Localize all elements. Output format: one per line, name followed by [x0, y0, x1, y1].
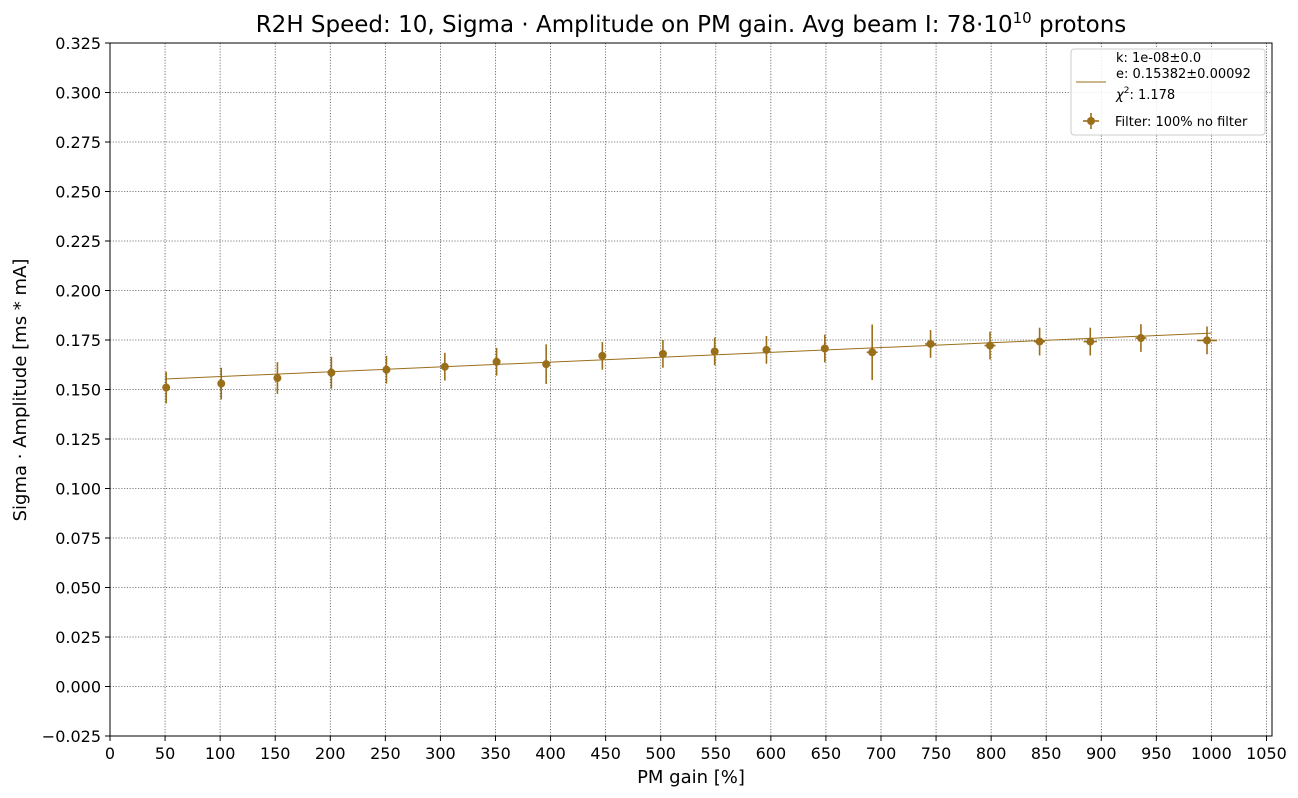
data-marker — [273, 374, 282, 383]
y-tick-label: 0.100 — [55, 480, 101, 499]
data-marker — [868, 348, 877, 357]
x-axis-title: PM gain [%] — [637, 767, 745, 788]
x-tick-label: 500 — [645, 744, 676, 763]
data-point — [598, 341, 607, 370]
y-tick-label: 0.000 — [55, 678, 101, 697]
x-axis: 0 50 100 150 200 250 300 350 400 450 500 550 600 650 7… — [105, 736, 1287, 763]
x-tick-label: 800 — [976, 744, 1007, 763]
data-point — [1135, 324, 1147, 352]
data-point — [762, 336, 771, 364]
x-tick-label: 600 — [756, 744, 787, 763]
y-tick-label: 0.200 — [55, 282, 101, 301]
y-tick-label: 0.175 — [55, 331, 101, 350]
x-tick-label: 200 — [315, 744, 346, 763]
x-tick-label: 0 — [105, 744, 115, 763]
data-point — [162, 371, 171, 404]
data-point — [492, 347, 501, 376]
data-point — [217, 367, 226, 400]
y-axis: −0.025 0.000 0.025 0.050 0.075 0.100 0.125 0.15… — [42, 34, 110, 746]
data-points — [162, 324, 1217, 404]
x-tick-label: 450 — [590, 744, 621, 763]
data-point — [820, 334, 829, 363]
data-point — [273, 362, 282, 394]
legend-data-swatch — [1083, 113, 1099, 129]
y-tick-label: 0.050 — [55, 579, 101, 598]
x-tick-label: 100 — [205, 744, 236, 763]
x-tick-label: 300 — [425, 744, 456, 763]
data-point — [925, 330, 937, 358]
y-tick-label: 0.225 — [55, 232, 101, 251]
data-marker — [1136, 334, 1145, 343]
data-point — [327, 356, 336, 389]
data-point — [1083, 327, 1097, 356]
x-tick-label: 350 — [480, 744, 511, 763]
y-tick-label: 0.075 — [55, 529, 101, 548]
y-axis-title: Sigma · Amplitude [ms * mA] — [10, 259, 31, 522]
data-marker — [658, 349, 667, 358]
x-tick-label: 700 — [866, 744, 897, 763]
data-marker — [926, 339, 935, 348]
data-marker — [1203, 336, 1212, 345]
data-point — [984, 331, 996, 360]
x-tick-label: 1000 — [1191, 744, 1232, 763]
x-tick-label: 550 — [701, 744, 732, 763]
x-tick-label: 650 — [811, 744, 842, 763]
data-marker — [440, 362, 449, 371]
data-marker — [710, 347, 719, 356]
chart-title: R2H Speed: 10, Sigma · Amplitude on PM g… — [256, 9, 1127, 38]
y-tick-label: 0.025 — [55, 628, 101, 647]
x-tick-label: 250 — [370, 744, 401, 763]
data-marker — [1035, 337, 1044, 346]
data-marker — [162, 383, 171, 392]
data-marker — [542, 360, 551, 369]
data-marker — [492, 357, 501, 366]
grid — [109, 42, 1272, 737]
data-point — [542, 344, 551, 384]
data-marker — [986, 341, 995, 350]
data-point — [710, 337, 719, 366]
legend-box — [1070, 48, 1266, 136]
x-tick-label: 900 — [1086, 744, 1117, 763]
data-marker — [598, 351, 607, 360]
x-tick-label: 400 — [535, 744, 566, 763]
y-tick-label: 0.250 — [55, 183, 101, 202]
y-tick-label: 0.125 — [55, 430, 101, 449]
data-point — [1197, 326, 1217, 355]
legend-fit-chi: χ2: 1.178 — [1115, 86, 1175, 103]
legend-fit-k: k: 1e-08±0.0 — [1116, 51, 1201, 66]
y-tick-label: −0.025 — [42, 727, 101, 746]
x-tick-label: 850 — [1031, 744, 1062, 763]
x-tick-label: 50 — [155, 744, 175, 763]
data-point — [440, 352, 449, 381]
data-marker — [217, 379, 226, 388]
data-point — [1034, 327, 1046, 356]
x-tick-label: 150 — [260, 744, 291, 763]
data-marker — [327, 368, 336, 377]
y-tick-label: 0.150 — [55, 381, 101, 400]
data-marker — [762, 345, 771, 354]
y-tick-label: 0.275 — [55, 133, 101, 152]
data-marker — [1086, 337, 1095, 346]
legend: k: 1e-08±0.0 e: 0.15382±0.00092 χ2: 1.17… — [1070, 48, 1266, 136]
data-point — [382, 355, 391, 384]
data-marker — [820, 344, 829, 353]
x-tick-label: 950 — [1141, 744, 1172, 763]
y-tick-label: 0.300 — [55, 84, 101, 103]
x-tick-label: 1050 — [1246, 744, 1287, 763]
data-point — [658, 340, 667, 368]
data-marker — [382, 365, 391, 374]
y-tick-label: 0.325 — [55, 34, 101, 53]
legend-data-label: Filter: 100% no filter — [1115, 115, 1248, 130]
data-point — [866, 324, 878, 380]
legend-fit-e: e: 0.15382±0.00092 — [1116, 67, 1251, 82]
x-tick-label: 750 — [921, 744, 952, 763]
